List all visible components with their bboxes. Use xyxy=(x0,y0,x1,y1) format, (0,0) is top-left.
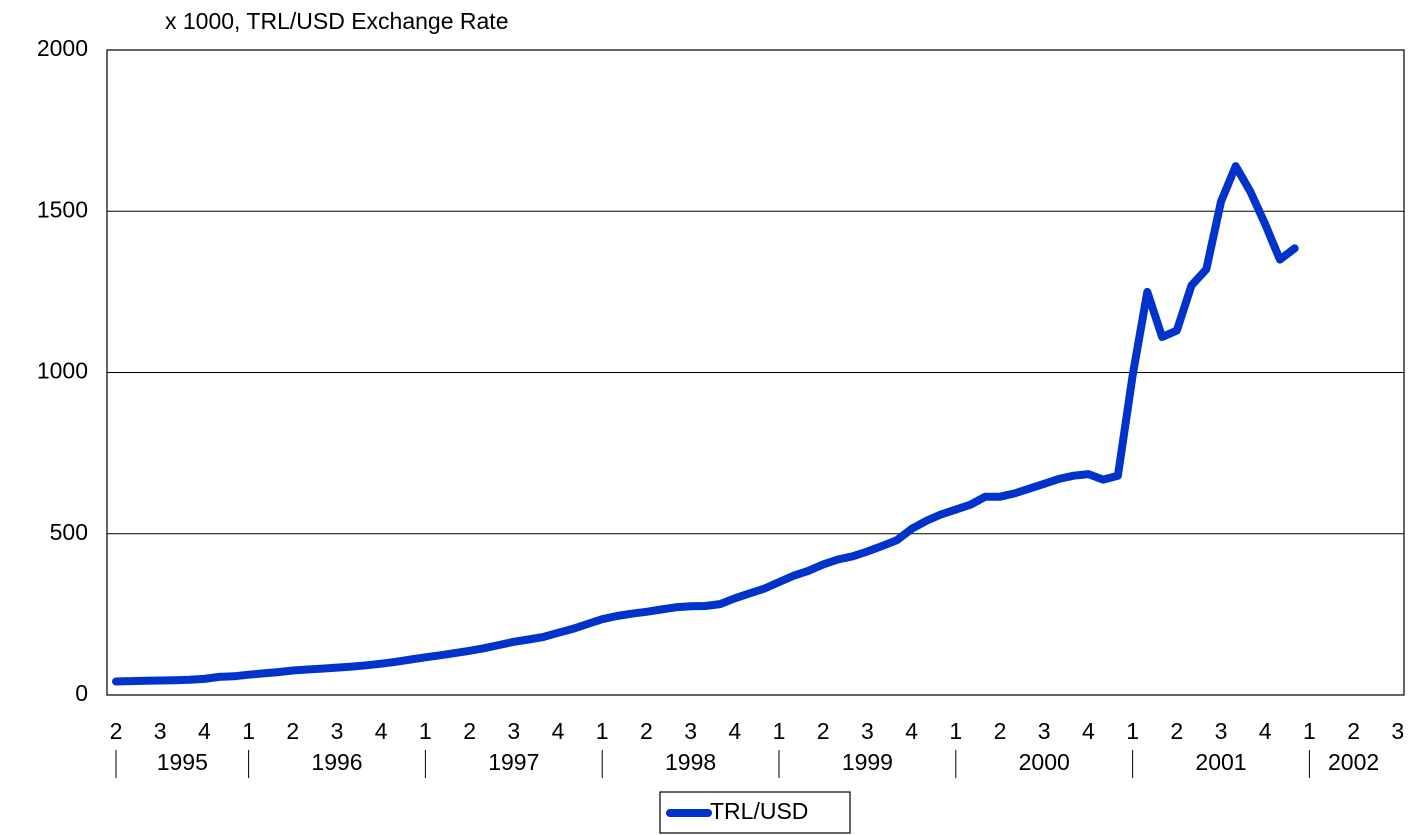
x-tick-label: 3 xyxy=(1215,718,1228,744)
x-tick-label: 4 xyxy=(905,718,918,744)
x-tick-label: 2 xyxy=(463,718,476,744)
year-label: 1996 xyxy=(311,749,362,775)
x-tick-label: 4 xyxy=(1082,718,1095,744)
x-tick-label: 2 xyxy=(110,718,123,744)
year-label: 2000 xyxy=(1019,749,1070,775)
y-tick-label: 0 xyxy=(75,680,88,706)
x-tick-label: 1 xyxy=(773,718,786,744)
x-tick-label: 4 xyxy=(552,718,565,744)
x-tick-label: 4 xyxy=(1259,718,1272,744)
year-label: 1995 xyxy=(157,749,208,775)
x-tick-label: 2 xyxy=(817,718,830,744)
y-tick-label: 2000 xyxy=(37,35,88,61)
x-tick-label: 3 xyxy=(861,718,874,744)
y-tick-label: 1000 xyxy=(37,358,88,384)
x-tick-label: 3 xyxy=(331,718,344,744)
x-tick-label: 2 xyxy=(640,718,653,744)
plot-border xyxy=(106,49,1405,696)
x-tick-label: 3 xyxy=(684,718,697,744)
x-tick-label: 2 xyxy=(1347,718,1360,744)
chart-title: x 1000, TRL/USD Exchange Rate xyxy=(165,8,508,34)
x-tick-label: 1 xyxy=(596,718,609,744)
year-label: 2001 xyxy=(1195,749,1246,775)
x-tick-label: 2 xyxy=(286,718,299,744)
x-tick-label: 3 xyxy=(507,718,520,744)
legend-label: TRL/USD xyxy=(710,798,808,824)
y-tick-label: 1500 xyxy=(37,196,88,222)
year-label: 1999 xyxy=(842,749,893,775)
x-tick-label: 1 xyxy=(949,718,962,744)
y-tick-label: 500 xyxy=(50,519,88,545)
x-tick-label: 4 xyxy=(375,718,388,744)
x-tick-label: 3 xyxy=(154,718,167,744)
x-tick-label: 3 xyxy=(1038,718,1051,744)
year-label: 2002 xyxy=(1328,749,1379,775)
x-tick-label: 1 xyxy=(242,718,255,744)
x-tick-label: 1 xyxy=(1303,718,1316,744)
x-tick-label: 3 xyxy=(1391,718,1404,744)
year-label: 1998 xyxy=(665,749,716,775)
year-label: 1997 xyxy=(488,749,539,775)
data-line xyxy=(112,162,1299,686)
x-tick-label: 1 xyxy=(1126,718,1139,744)
x-tick-label: 4 xyxy=(728,718,741,744)
x-tick-label: 4 xyxy=(198,718,211,744)
x-tick-label: 2 xyxy=(994,718,1007,744)
x-tick-label: 2 xyxy=(1170,718,1183,744)
x-tick-label: 1 xyxy=(419,718,432,744)
